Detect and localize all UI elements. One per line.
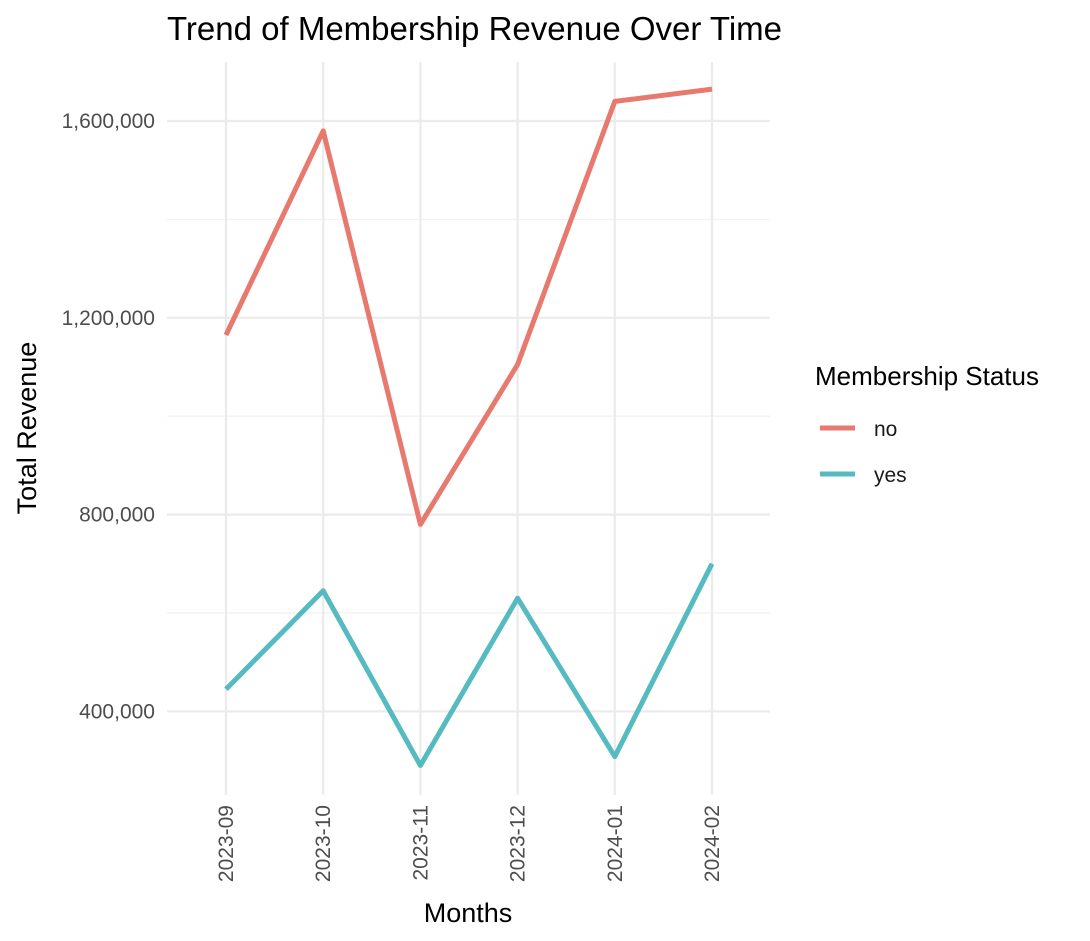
legend-title: Membership Status xyxy=(815,361,1039,391)
series-line-yes xyxy=(224,562,715,768)
legend-label-no: no xyxy=(874,418,897,441)
series-line-no xyxy=(223,86,713,527)
y-tick-label: 1,200,000 xyxy=(62,307,155,330)
y-axis-ticks: 400,000 800,000 1,200,000 1,600,000 xyxy=(62,110,155,723)
y-axis-title: Total Revenue xyxy=(12,342,42,515)
chart-title: Trend of Membership Revenue Over Time xyxy=(167,10,782,47)
x-tick-label: 2023-10 xyxy=(312,805,335,882)
x-axis-title: Months xyxy=(424,898,513,928)
y-tick-label: 1,600,000 xyxy=(62,110,155,133)
y-tick-label: 400,000 xyxy=(79,700,155,723)
series-lines xyxy=(223,86,715,768)
grid xyxy=(167,62,770,795)
x-tick-label: 2023-12 xyxy=(507,805,530,882)
x-tick-label: 2024-02 xyxy=(701,805,724,882)
legend-items: no yes xyxy=(820,418,907,487)
x-tick-label: 2023-09 xyxy=(215,805,238,882)
x-tick-label: 2024-01 xyxy=(604,805,627,882)
legend: Membership Status no yes xyxy=(815,361,1039,487)
y-tick-label: 800,000 xyxy=(79,504,155,527)
x-axis-ticks: 2023-09 2023-10 2023-11 2023-12 2024-01 2024-… xyxy=(215,805,724,882)
legend-label-yes: yes xyxy=(874,464,907,487)
x-tick-label: 2023-11 xyxy=(409,805,432,881)
